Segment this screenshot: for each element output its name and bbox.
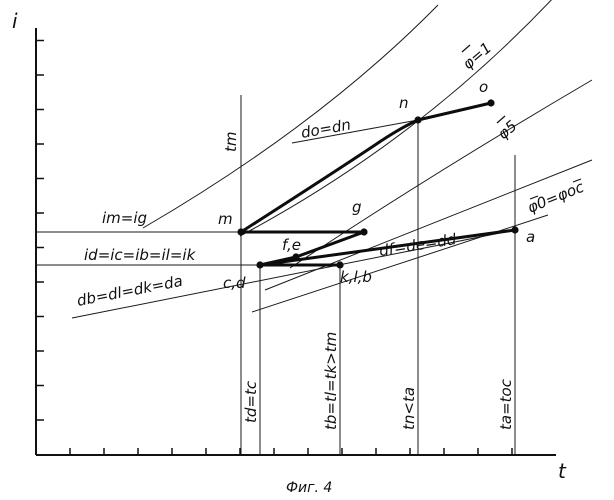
label-o: o [479, 78, 488, 96]
figure-caption: Фиг. 4 [286, 480, 332, 496]
label-klb: k,l,b [340, 268, 372, 286]
label-tb-tl: tb=tl=tk>tm [322, 332, 340, 430]
curve-phi-0 [265, 160, 592, 290]
vertical-lines [241, 95, 515, 455]
point-m [237, 228, 244, 235]
label-id-ik: id=ic=ib=il=ik [84, 246, 197, 264]
point-o [487, 99, 494, 106]
label-tn-ta: tn<ta [400, 387, 418, 430]
y-axis-label: i [12, 9, 18, 33]
label-cd: c,d [223, 274, 246, 292]
point-a [511, 226, 518, 233]
curve-upper-1 [143, 5, 438, 228]
point-cd [256, 261, 263, 268]
label-im-ig: im=ig [102, 209, 147, 227]
point-labels: m n o g f,e c,d k,l,b a [218, 78, 535, 292]
x-axis-ticks [70, 448, 512, 455]
label-ta-toc: ta=toc [497, 378, 515, 430]
point-n [414, 116, 421, 123]
label-fe: f,e [282, 236, 301, 254]
y-axis-ticks [36, 41, 44, 421]
label-db-da: db=dl=dk=da [75, 272, 184, 310]
label-td-tc: td=tc [242, 380, 260, 423]
curve-labels: φ=1 φ5 φ0=φoc [459, 39, 587, 217]
label-tm: tm [222, 132, 240, 153]
label-m: m [218, 210, 233, 228]
label-g: g [352, 198, 362, 216]
label-a: a [526, 228, 535, 246]
segment-n-o [418, 103, 491, 120]
label-phi-1: φ=1 [459, 39, 495, 73]
point-fe [292, 253, 299, 260]
relation-labels: do=dn im=ig id=ic=ib=il=ik df=de=dd db=d… [75, 115, 458, 309]
label-n: n [399, 94, 409, 112]
x-axis-label: t [558, 459, 567, 483]
label-phi-5: φ5 [494, 117, 520, 143]
point-g [360, 228, 367, 235]
